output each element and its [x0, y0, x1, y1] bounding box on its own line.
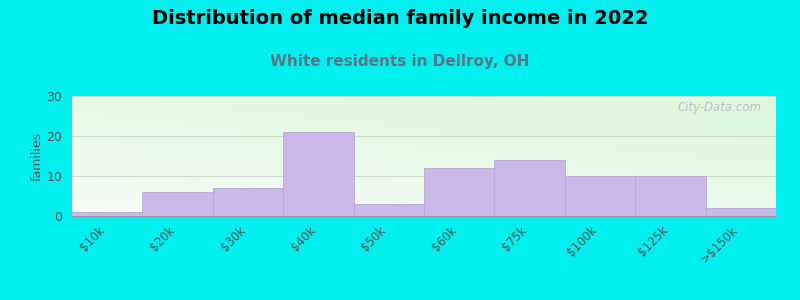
- Bar: [354, 204, 424, 216]
- Bar: [635, 176, 706, 216]
- Text: White residents in Dellroy, OH: White residents in Dellroy, OH: [270, 54, 530, 69]
- Bar: [424, 168, 494, 216]
- Bar: [565, 176, 635, 216]
- Text: City-Data.com: City-Data.com: [678, 101, 762, 114]
- Text: Distribution of median family income in 2022: Distribution of median family income in …: [152, 9, 648, 28]
- Bar: [72, 212, 142, 216]
- Bar: [213, 188, 283, 216]
- Bar: [142, 192, 213, 216]
- Bar: [706, 208, 776, 216]
- Bar: [494, 160, 565, 216]
- Bar: [283, 132, 354, 216]
- Y-axis label: families: families: [30, 131, 44, 181]
